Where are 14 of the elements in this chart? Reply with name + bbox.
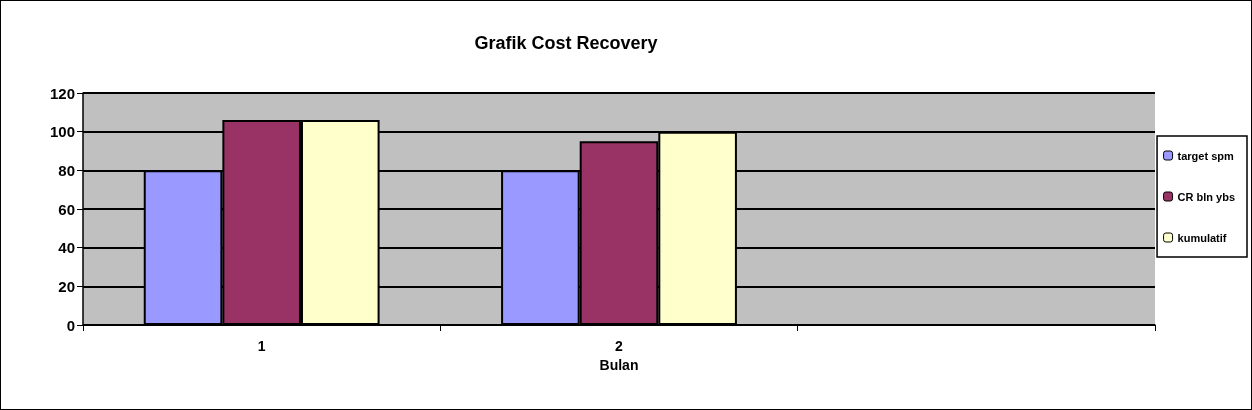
legend-label: kumulatif bbox=[1177, 231, 1227, 244]
legend-label: CR bln ybs bbox=[1177, 190, 1235, 203]
x-tick-label: 1 bbox=[257, 338, 266, 354]
x-tick-label: 2 bbox=[615, 338, 624, 354]
legend-label: target spm bbox=[1177, 149, 1235, 162]
y-tick-label: 100 bbox=[49, 123, 75, 141]
y-tick-label: 20 bbox=[58, 277, 75, 295]
y-tick-label: 40 bbox=[58, 239, 75, 257]
chart-title: Grafik Cost Recovery bbox=[474, 33, 658, 53]
y-tick-label: 80 bbox=[58, 161, 75, 179]
y-tick-label: 120 bbox=[49, 84, 75, 102]
y-tick-label: 60 bbox=[58, 200, 75, 218]
x-axis-title: Bulan bbox=[599, 356, 639, 373]
y-tick-label: 0 bbox=[66, 316, 75, 334]
